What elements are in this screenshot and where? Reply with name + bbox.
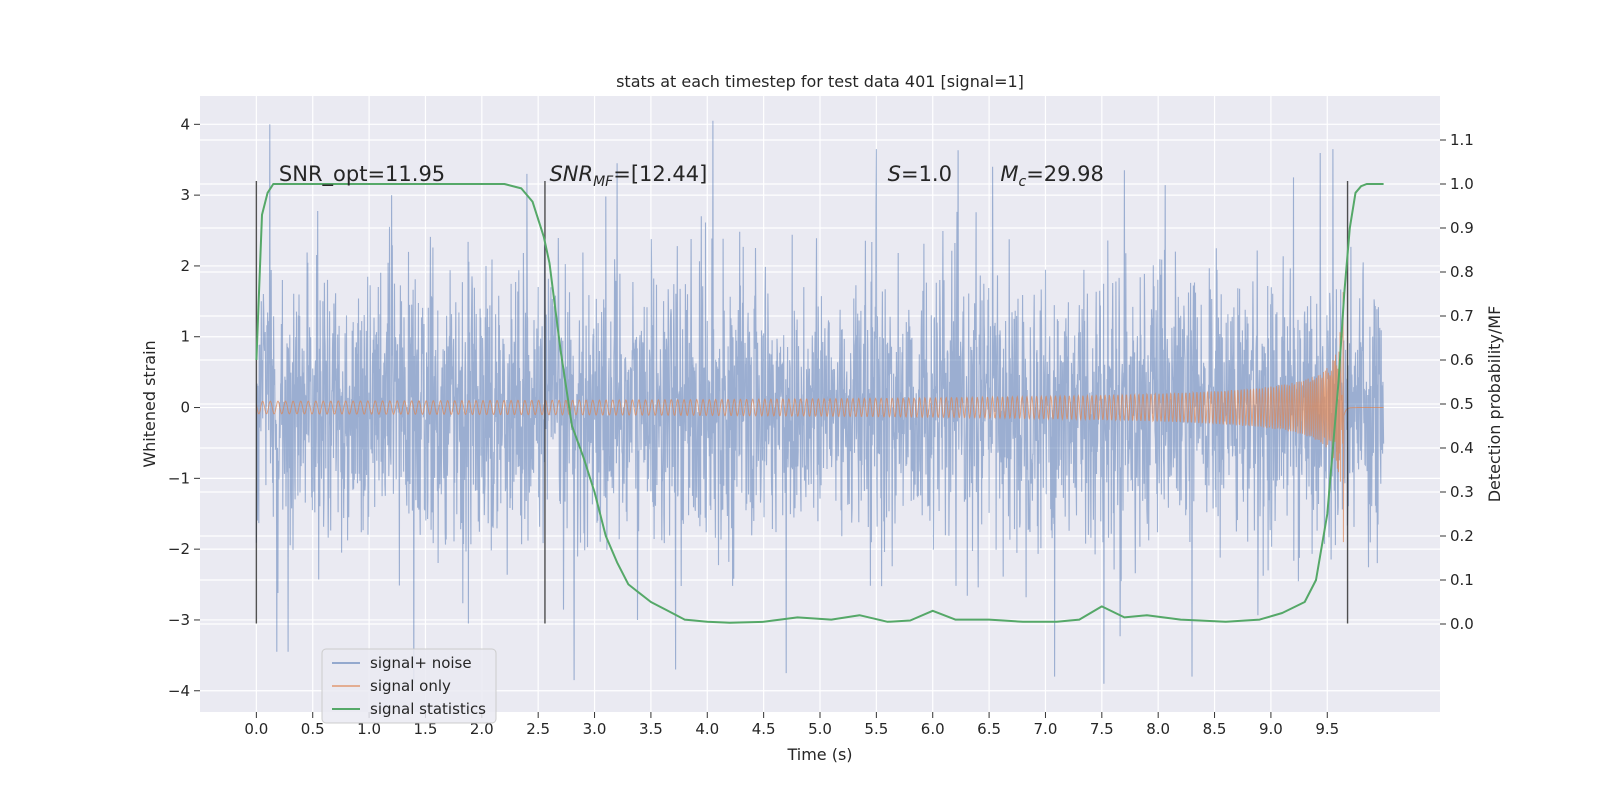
x-tick-label: 7.0 [1034,720,1058,738]
chart-title: stats at each timestep for test data 401… [616,72,1024,91]
series-signal-statistics [255,183,1384,624]
legend: signal+ noise signal only signal statist… [321,648,497,724]
x-tick-label: 7.5 [1090,720,1114,738]
series-signal-only [255,292,1384,543]
y-tick-label: 3 [180,186,190,204]
line-signal-statistics [255,183,1384,624]
annotations: SNR_opt=11.95 SNRMF=[12.44] S=1.0 Mc=29.98 [279,162,1104,190]
y2-axis-ticks: 0.0 0.1 0.2 0.3 0.4 0.5 0.6 0.7 0.8 0.9 1.0 1.1 [1440,131,1474,633]
legend-label-signal: signal only [370,677,451,695]
y2-tick-label: 1.1 [1450,131,1474,149]
x-tick-label: 6.5 [977,720,1001,738]
legend-label-noise: signal+ noise [370,654,472,672]
x-tick-label: 8.0 [1146,720,1170,738]
series-signal-plus-noise [255,120,1385,684]
y-tick-label: −3 [168,611,190,629]
x-tick-label: 0.0 [244,720,268,738]
line-signal-only [255,292,1384,543]
y-tick-label: −2 [168,540,190,558]
x-tick-label: 6.0 [921,720,945,738]
legend-label-statistics: signal statistics [370,700,486,718]
y-tick-label: 1 [180,328,190,346]
x-tick-label: 1.0 [357,720,381,738]
x-tick-label: 2.0 [470,720,494,738]
x-tick-label: 2.5 [526,720,550,738]
x-tick-label: 1.5 [414,720,438,738]
x-tick-label: 9.5 [1315,720,1339,738]
legend-box [321,648,497,724]
x-axis-label: Time (s) [786,745,852,764]
x-tick-label: 5.5 [864,720,888,738]
x-tick-label: 4.5 [752,720,776,738]
y2-tick-label: 0.4 [1450,439,1474,457]
line-signal-plus-noise [255,120,1385,684]
annotation-text: SNR_opt=11.95 [279,162,445,187]
x-tick-label: 9.0 [1259,720,1283,738]
y2-tick-label: 0.0 [1450,615,1474,633]
y2-axis-label: Detection probability/MF [1485,306,1504,503]
y2-tick-label: 0.1 [1450,571,1474,589]
x-tick-label: 3.0 [583,720,607,738]
y-axis-label: Whitened strain [140,340,159,467]
annotation-text: SNRMF=[12.44] [549,162,707,190]
y2-tick-label: 0.7 [1450,307,1474,325]
x-tick-label: 3.5 [639,720,663,738]
y2-tick-label: 0.9 [1450,219,1474,237]
y2-tick-label: 0.6 [1450,351,1474,369]
y-axis-ticks: −4 −3 −2 −1 0 1 2 3 4 [168,115,200,700]
annotation-text: Mc=29.98 [1000,162,1104,190]
x-axis-ticks: 0.0 0.5 1.0 1.5 2.0 2.5 3.0 3.5 4.0 4.5 5.0 5.5 6.0 6… [244,712,1339,738]
y-tick-label: −4 [168,682,190,700]
y-tick-label: −1 [168,469,190,487]
y-tick-label: 4 [180,115,190,133]
y2-tick-label: 0.2 [1450,527,1474,545]
y-tick-label: 2 [180,257,190,275]
x-tick-label: 5.0 [808,720,832,738]
annotation-text: S=1.0 [888,162,952,186]
y2-tick-label: 1.0 [1450,175,1474,193]
y2-tick-label: 0.8 [1450,263,1474,281]
y2-tick-label: 0.3 [1450,483,1474,501]
x-tick-label: 4.0 [695,720,719,738]
x-tick-label: 0.5 [301,720,325,738]
y-tick-label: 0 [180,399,190,417]
y2-tick-label: 0.5 [1450,395,1474,413]
x-tick-label: 8.5 [1203,720,1227,738]
